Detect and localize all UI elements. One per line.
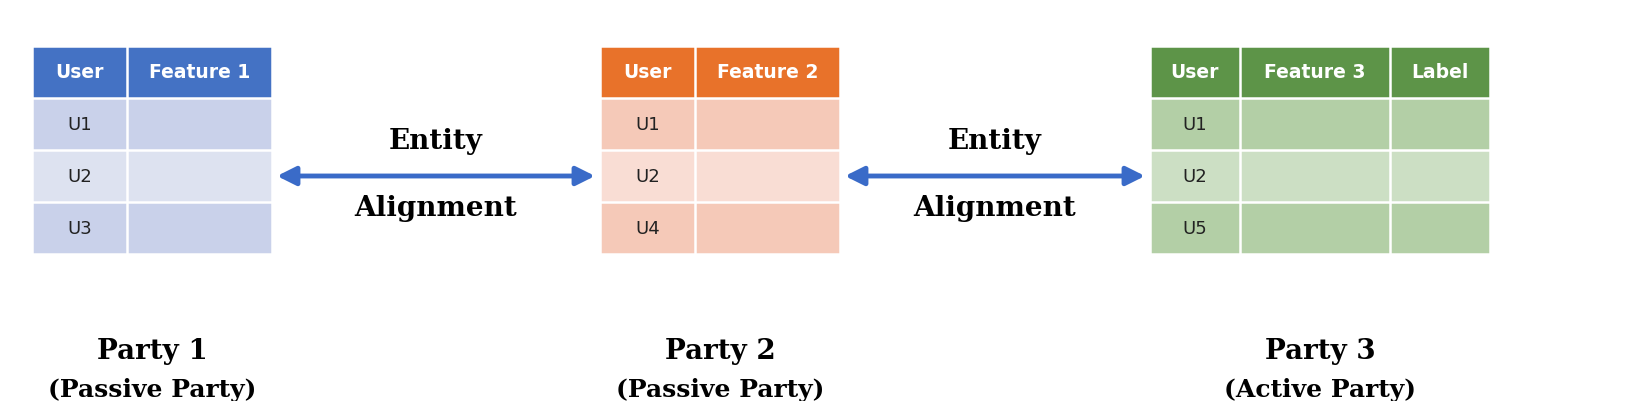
- Bar: [695, 47, 840, 99]
- Bar: [1151, 203, 1240, 254]
- Bar: [1240, 47, 1389, 99]
- Text: (Active Party): (Active Party): [1225, 377, 1415, 401]
- Text: Entity: Entity: [390, 128, 483, 155]
- Bar: [31, 47, 127, 99]
- Bar: [1389, 151, 1489, 203]
- Bar: [1151, 151, 1240, 203]
- Text: U1: U1: [635, 116, 659, 134]
- Text: Party 1: Party 1: [97, 338, 207, 365]
- Text: U4: U4: [635, 219, 659, 237]
- Bar: [600, 151, 695, 203]
- Text: U2: U2: [1182, 168, 1207, 186]
- Bar: [127, 99, 271, 151]
- Text: User: User: [623, 63, 672, 82]
- Text: Entity: Entity: [949, 128, 1042, 155]
- Bar: [1389, 47, 1489, 99]
- Text: U2: U2: [67, 168, 92, 186]
- Text: Feature 3: Feature 3: [1264, 63, 1366, 82]
- Bar: [1389, 99, 1489, 151]
- Bar: [600, 99, 695, 151]
- Bar: [695, 203, 840, 254]
- Bar: [1151, 99, 1240, 151]
- Bar: [1389, 203, 1489, 254]
- Bar: [1240, 203, 1389, 254]
- Bar: [127, 47, 271, 99]
- Bar: [1240, 99, 1389, 151]
- Bar: [31, 99, 127, 151]
- Text: Label: Label: [1411, 63, 1468, 82]
- Text: Feature 1: Feature 1: [150, 63, 250, 82]
- Text: U1: U1: [1182, 116, 1207, 134]
- Bar: [695, 151, 840, 203]
- Bar: [127, 151, 271, 203]
- Text: Alignment: Alignment: [914, 195, 1077, 222]
- Text: User: User: [1171, 63, 1220, 82]
- Bar: [31, 151, 127, 203]
- Bar: [695, 99, 840, 151]
- Bar: [127, 203, 271, 254]
- Text: U2: U2: [635, 168, 659, 186]
- Text: U5: U5: [1182, 219, 1207, 237]
- Text: Party 3: Party 3: [1264, 338, 1376, 365]
- Text: Alignment: Alignment: [355, 195, 518, 222]
- Bar: [1240, 151, 1389, 203]
- Text: U1: U1: [67, 116, 92, 134]
- Text: Party 2: Party 2: [664, 338, 776, 365]
- Text: Feature 2: Feature 2: [717, 63, 819, 82]
- Bar: [600, 203, 695, 254]
- Bar: [31, 203, 127, 254]
- Text: User: User: [56, 63, 104, 82]
- Bar: [1151, 47, 1240, 99]
- Text: (Passive Party): (Passive Party): [616, 377, 824, 401]
- Bar: [600, 47, 695, 99]
- Text: U3: U3: [67, 219, 92, 237]
- Text: (Passive Party): (Passive Party): [48, 377, 256, 401]
